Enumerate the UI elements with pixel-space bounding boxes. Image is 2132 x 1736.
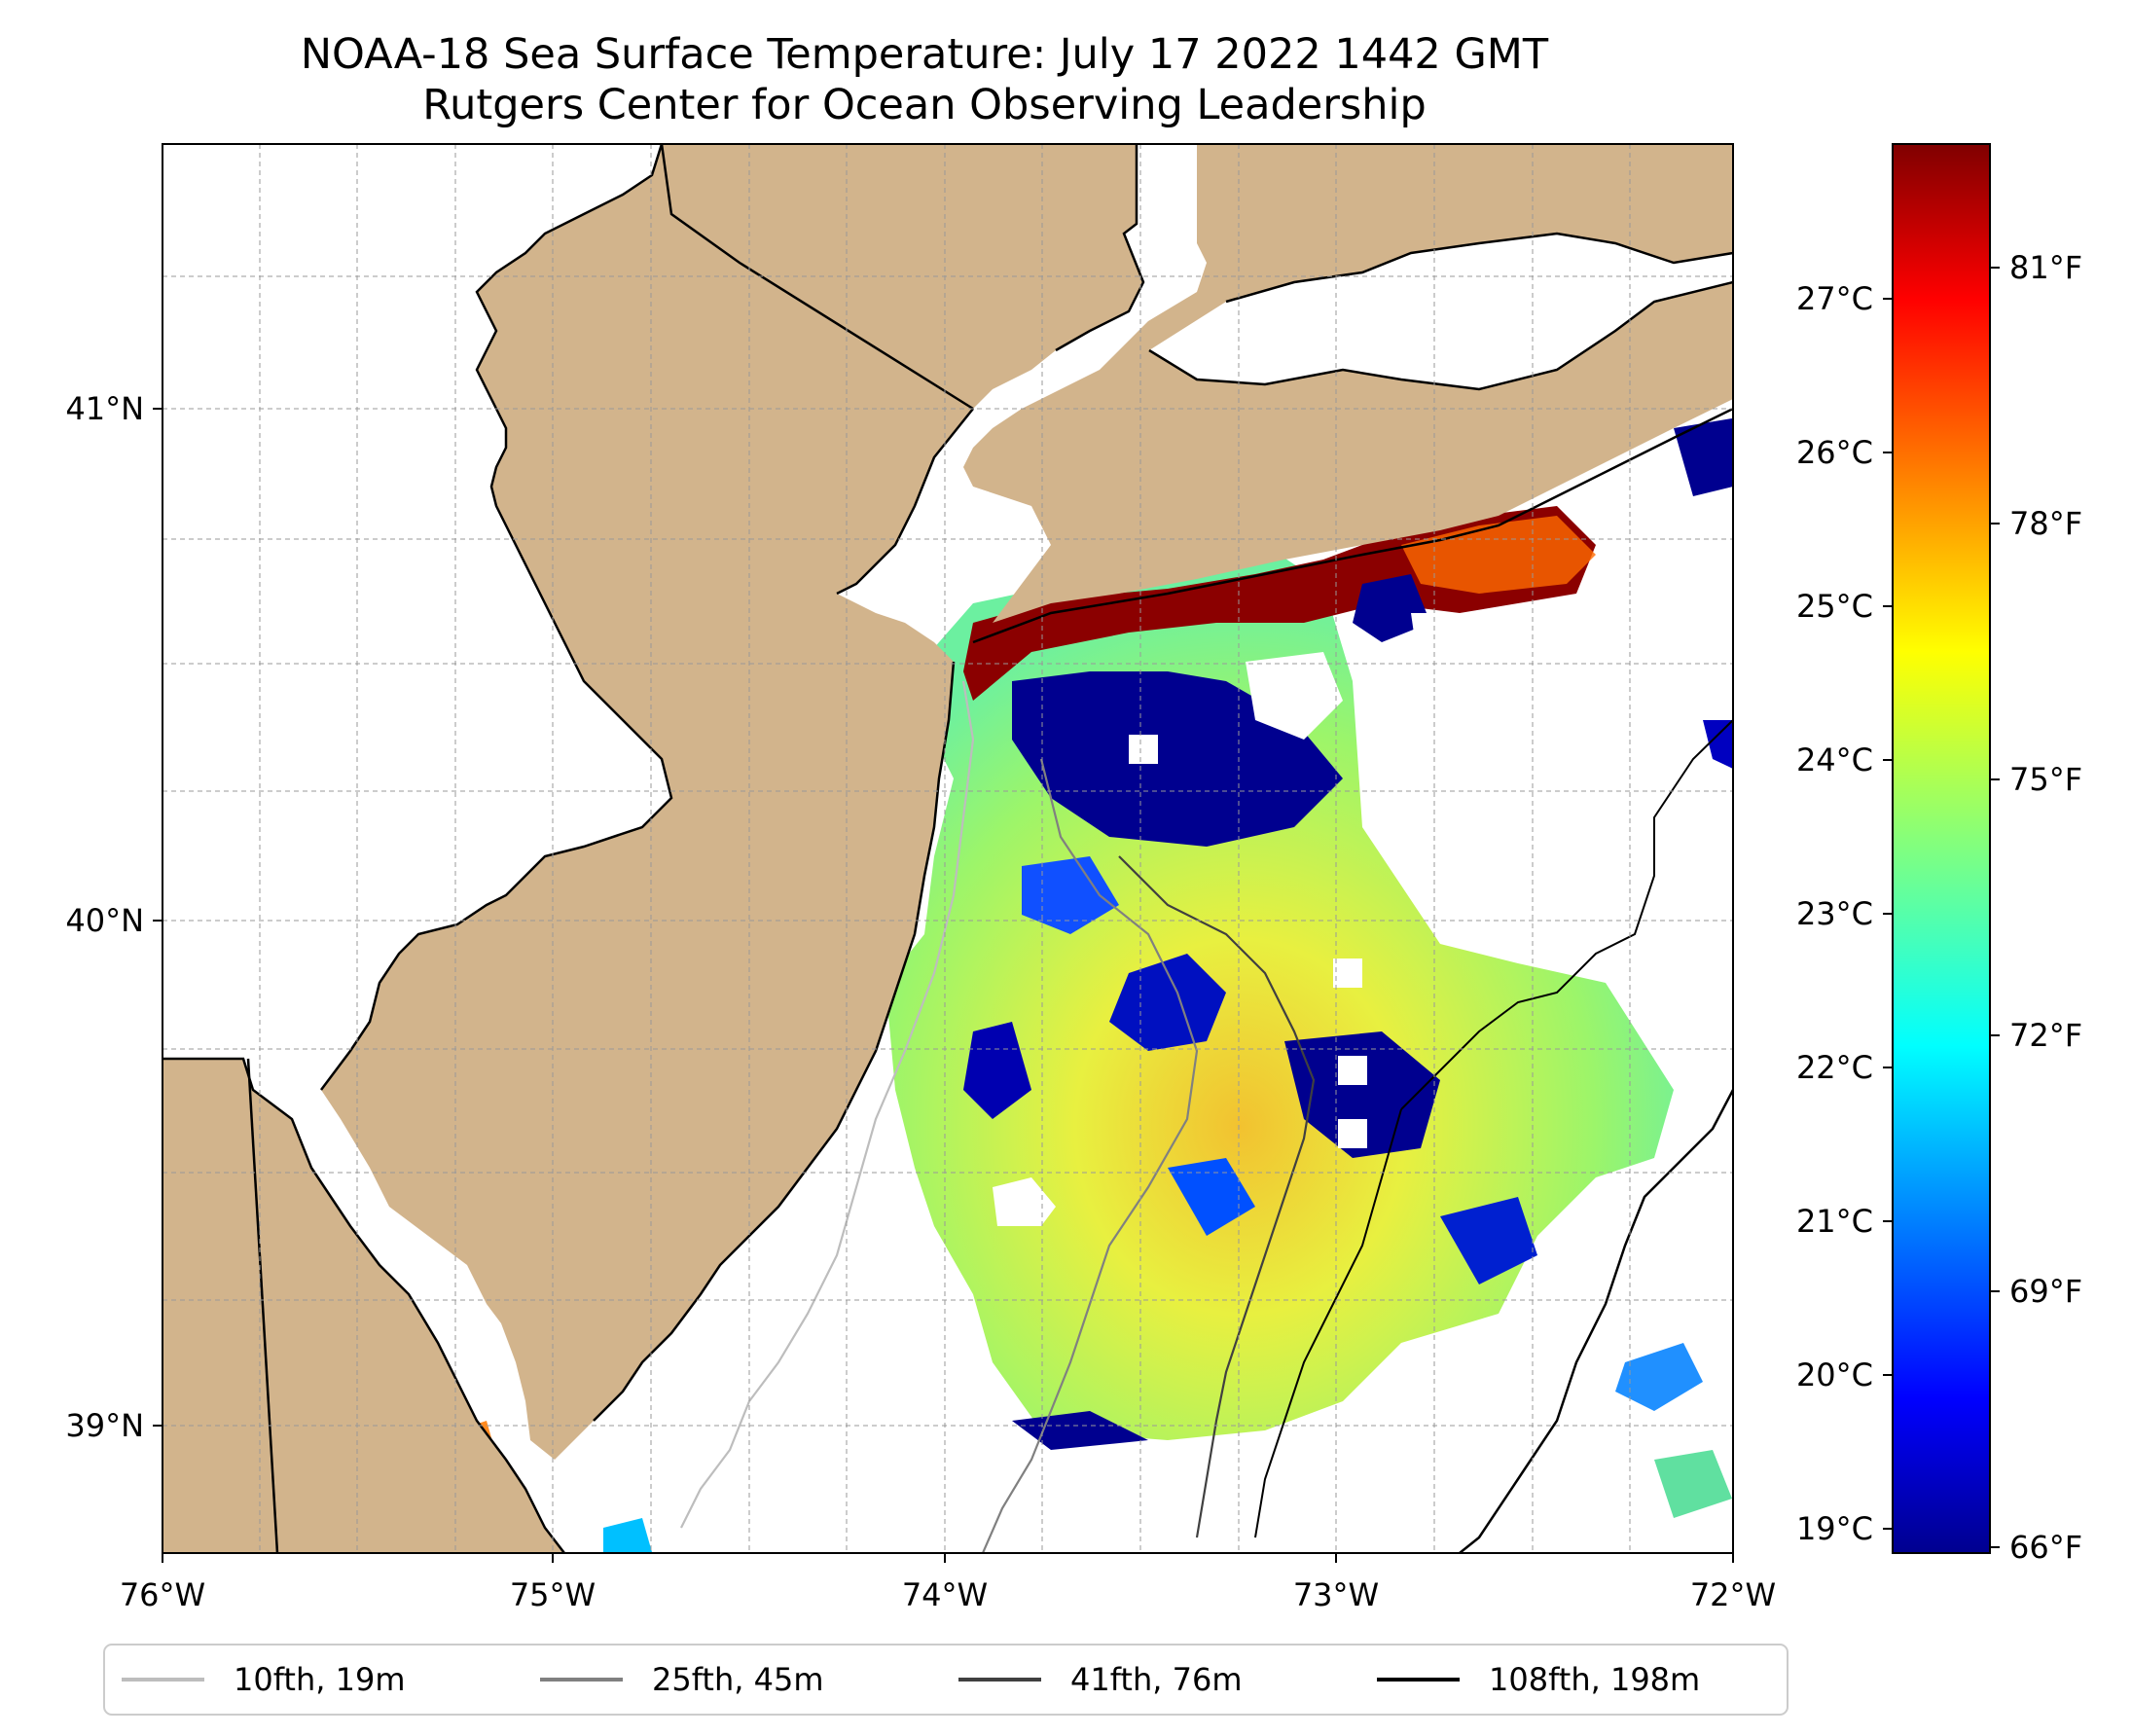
lat-tick-label: 40°N — [65, 902, 144, 939]
fahrenheit-tick-label: 72°F — [2009, 1017, 2082, 1054]
celsius-tick-label: 19°C — [1796, 1510, 1873, 1547]
colorbar-gradient — [1892, 143, 1991, 1554]
colorbar-celsius-labels: 27°C 26°C 25°C 24°C 23°C 22°C 21°C 20°C … — [1796, 280, 1873, 1547]
celsius-tick-label: 22°C — [1796, 1049, 1873, 1086]
fahrenheit-tick-label: 69°F — [2009, 1273, 2082, 1310]
fahrenheit-tick-label: 81°F — [2009, 249, 2082, 286]
celsius-tick-label: 26°C — [1796, 434, 1873, 471]
fahrenheit-tick-label: 78°F — [2009, 505, 2082, 542]
chart-subtitle: Rutgers Center for Ocean Observing Leade… — [422, 81, 1427, 129]
fahrenheit-tick-label: 75°F — [2009, 761, 2082, 798]
coastlines — [163, 144, 1733, 1553]
legend-label: 41fth, 76m — [1070, 1661, 1242, 1698]
celsius-tick-label: 24°C — [1796, 741, 1873, 778]
sst-field — [457, 282, 1733, 1552]
legend-label: 25fth, 45m — [652, 1661, 823, 1698]
lon-tick-label: 76°W — [120, 1576, 205, 1613]
map-panel: 76°W 75°W 74°W 73°W 72°W 41°N 40°N 39°N — [65, 143, 1776, 1613]
bathymetry-contours — [680, 680, 1733, 1553]
legend-label: 10fth, 19m — [234, 1661, 405, 1698]
chart-title: NOAA-18 Sea Surface Temperature: July 17… — [300, 30, 1549, 79]
map-frame — [162, 143, 1734, 1554]
lat-tick-label: 41°N — [65, 390, 144, 427]
axis-ticks — [153, 408, 1734, 1563]
lon-tick-label: 75°W — [510, 1576, 596, 1613]
colorbar-fahrenheit-labels: 81°F 78°F 75°F 72°F 69°F 66°F — [2009, 249, 2082, 1566]
celsius-tick-label: 23°C — [1796, 895, 1873, 932]
lon-tick-label: 72°W — [1690, 1576, 1776, 1613]
lon-tick-label: 74°W — [902, 1576, 988, 1613]
legend: 10fth, 19m 25fth, 45m 41fth, 76m 108fth,… — [103, 1644, 1789, 1716]
celsius-tick-label: 21°C — [1796, 1203, 1873, 1240]
land — [163, 144, 1733, 1553]
celsius-tick-label: 27°C — [1796, 280, 1873, 317]
colorbar-celsius-ticks — [1883, 298, 1893, 1530]
legend-box — [103, 1644, 1789, 1716]
celsius-tick-label: 20°C — [1796, 1356, 1873, 1393]
fahrenheit-tick-label: 66°F — [2009, 1529, 2082, 1566]
colorbar-fahrenheit-ticks — [1990, 267, 2000, 1548]
gridlines — [163, 144, 1733, 1553]
celsius-tick-label: 25°C — [1796, 588, 1873, 625]
lat-tick-label: 39°N — [65, 1407, 144, 1444]
latitude-labels: 41°N 40°N 39°N — [65, 390, 144, 1444]
legend-label: 108fth, 198m — [1489, 1661, 1700, 1698]
colorbar: 27°C 26°C 25°C 24°C 23°C 22°C 21°C 20°C … — [1796, 143, 2082, 1566]
longitude-labels: 76°W 75°W 74°W 73°W 72°W — [120, 1576, 1776, 1613]
lon-tick-label: 73°W — [1293, 1576, 1379, 1613]
